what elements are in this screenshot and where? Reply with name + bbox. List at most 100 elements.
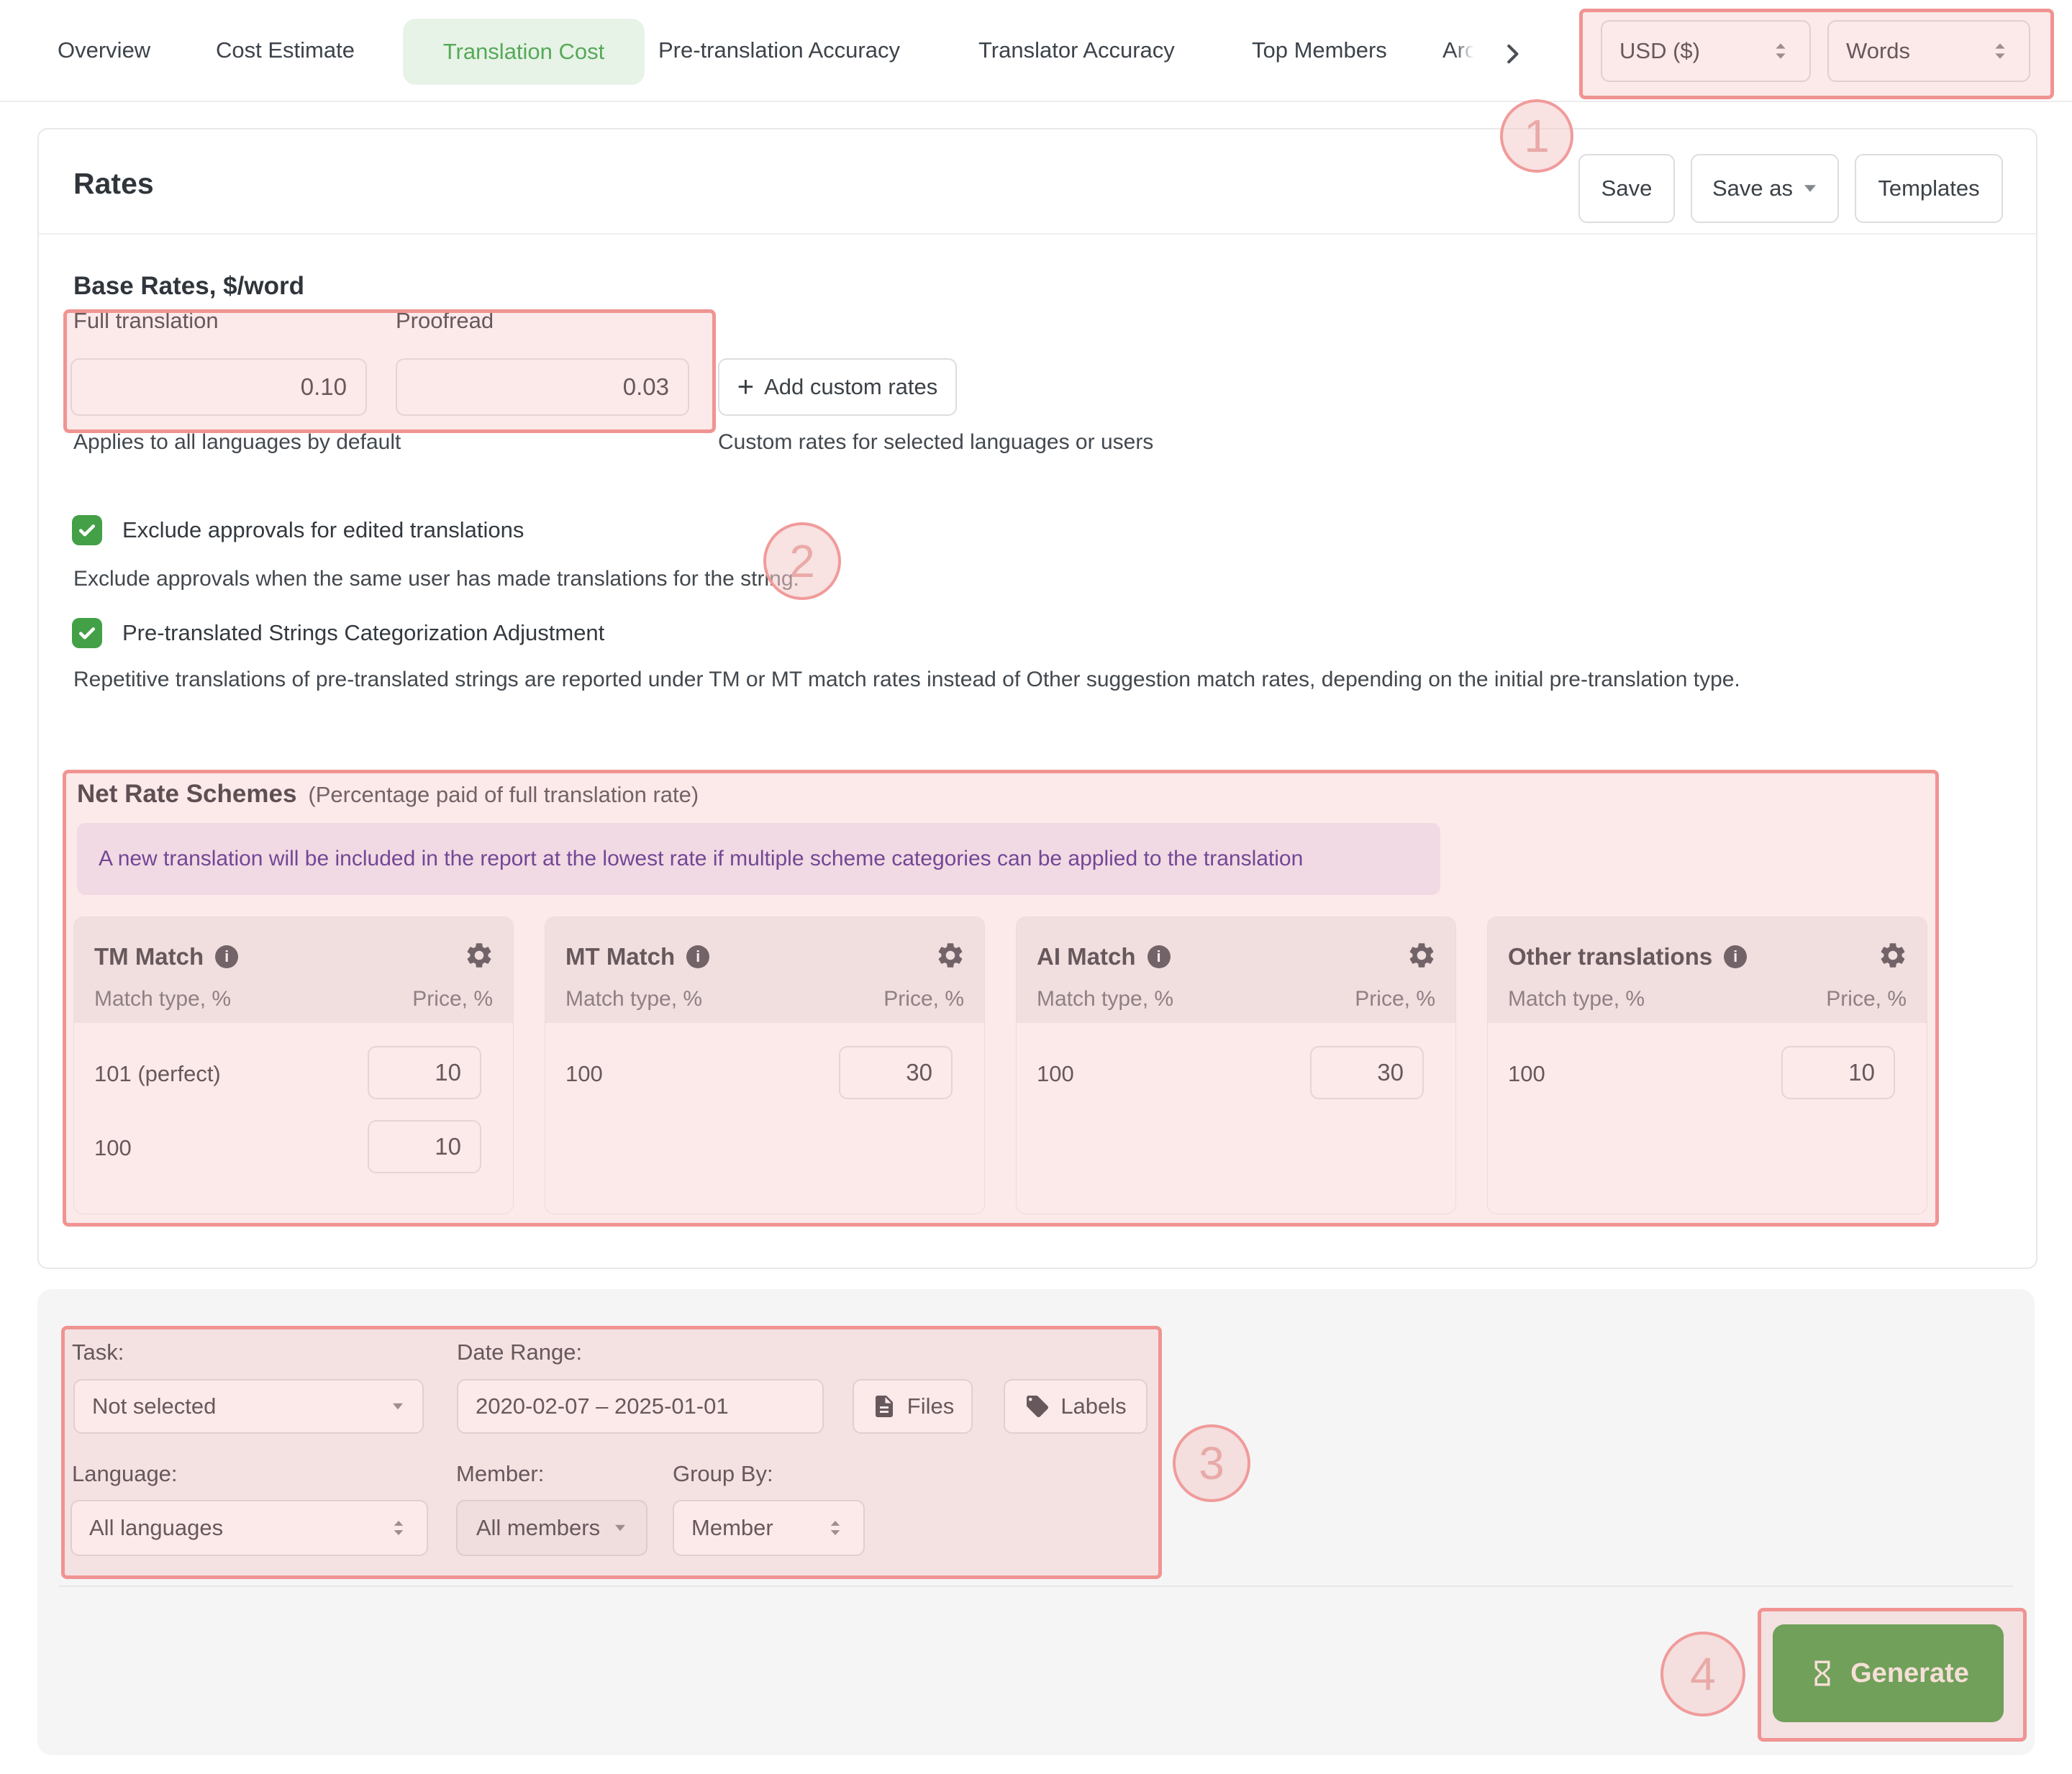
full-translation-rate-input[interactable] — [71, 358, 367, 416]
tab-translator-accuracy[interactable]: Translator Accuracy — [978, 37, 1175, 63]
add-custom-rates-button[interactable]: + Add custom rates — [718, 358, 957, 416]
ai-match-card: AI Match i Match type, % Price, % 100 — [1016, 916, 1456, 1214]
gear-icon[interactable] — [935, 940, 965, 970]
caret-down-icon — [615, 1524, 626, 1532]
gear-icon[interactable] — [464, 940, 494, 970]
check-icon — [76, 519, 98, 541]
ai-row-100-price-input[interactable] — [1310, 1046, 1424, 1099]
exclude-approvals-checkbox[interactable] — [72, 515, 102, 545]
header-divider — [39, 233, 2036, 235]
language-label: Language: — [72, 1461, 178, 1486]
proofread-rate-input[interactable] — [396, 358, 689, 416]
mt-match-card-header — [545, 917, 984, 1023]
mt-match-card: MT Match i Match type, % Price, % 100 — [545, 916, 985, 1214]
ai-match-card-header — [1017, 917, 1455, 1023]
other-translations-card-header — [1488, 917, 1927, 1023]
labels-button[interactable]: Labels — [1004, 1379, 1148, 1434]
mt-match-title: MT Match — [565, 943, 676, 970]
updown-arrows-icon — [824, 1517, 846, 1539]
price-column-header: Price, % — [412, 987, 493, 1011]
tm-row-101-price-input[interactable] — [368, 1046, 481, 1099]
group-by-value: Member — [691, 1515, 773, 1540]
labels-button-label: Labels — [1060, 1393, 1127, 1419]
member-value: All members — [476, 1515, 601, 1540]
tab-overview[interactable]: Overview — [58, 37, 151, 63]
tab-cost-estimate[interactable]: Cost Estimate — [216, 37, 355, 63]
gear-icon[interactable] — [1878, 940, 1908, 970]
ai-row-100-label: 100 — [1037, 1061, 1074, 1086]
unit-select[interactable]: Words — [1827, 20, 2030, 82]
match-type-column-header: Match type, % — [94, 987, 232, 1011]
tm-match-title: TM Match — [94, 943, 204, 970]
unit-value: Words — [1846, 38, 1911, 63]
files-button-label: Files — [906, 1393, 955, 1419]
save-as-button[interactable]: Save as — [1691, 154, 1839, 223]
hourglass-icon — [1807, 1658, 1837, 1688]
chevron-right-icon[interactable] — [1499, 40, 1526, 68]
page-title: Rates — [73, 167, 154, 200]
mt-row-100-price-input[interactable] — [839, 1046, 953, 1099]
base-rates-hint: Applies to all languages by default — [73, 430, 401, 454]
other-row-100-price-input[interactable] — [1781, 1046, 1895, 1099]
exclude-approvals-description: Exclude approvals when the same user has… — [73, 567, 799, 591]
full-translation-label: Full translation — [73, 308, 219, 333]
tm-row-100-price-input[interactable] — [368, 1120, 481, 1173]
language-value: All languages — [89, 1515, 224, 1540]
group-by-select[interactable]: Member — [673, 1500, 865, 1556]
mt-row-100-label: 100 — [565, 1061, 603, 1086]
save-as-button-label: Save as — [1712, 176, 1793, 201]
tab-overflow-truncated[interactable]: Arc — [1442, 37, 1476, 63]
date-range-value: 2020-02-07 – 2025-01-01 — [476, 1393, 729, 1419]
templates-button-label: Templates — [1878, 176, 1980, 201]
rates-panel: Rates Save Save as Templates Base Rates,… — [37, 128, 2037, 1269]
files-button[interactable]: Files — [853, 1379, 973, 1434]
match-type-column-header: Match type, % — [1508, 987, 1645, 1011]
pretranslated-adjustment-label: Pre-translated Strings Categorization Ad… — [122, 620, 605, 645]
tm-row-101-label: 101 (perfect) — [94, 1061, 221, 1086]
currency-value: USD ($) — [1619, 38, 1700, 63]
base-rates-title: Base Rates, $/word — [73, 272, 304, 300]
updown-arrows-icon — [1989, 40, 2012, 63]
info-icon[interactable]: i — [1724, 945, 1748, 968]
tab-pre-translation-accuracy[interactable]: Pre-translation Accuracy — [658, 37, 900, 63]
net-rate-notice-text: A new translation will be included in th… — [99, 847, 1304, 870]
other-translations-card: Other translations i Match type, % Price… — [1487, 916, 1927, 1214]
tab-top-members[interactable]: Top Members — [1252, 37, 1387, 63]
updown-arrows-icon — [388, 1517, 409, 1539]
match-type-column-header: Match type, % — [565, 987, 703, 1011]
generate-button[interactable]: Generate — [1773, 1624, 2004, 1722]
group-by-label: Group By: — [673, 1461, 773, 1486]
net-rate-schemes-title: Net Rate Schemes — [77, 780, 297, 808]
generate-button-label: Generate — [1850, 1657, 1969, 1688]
currency-select[interactable]: USD ($) — [1601, 20, 1811, 82]
pretranslated-adjustment-description: Repetitive translations of pre-translate… — [73, 668, 1740, 691]
gear-icon[interactable] — [1407, 940, 1437, 970]
net-rate-schemes-subtitle: (Percentage paid of full translation rat… — [308, 782, 699, 807]
updown-arrows-icon — [1769, 40, 1792, 63]
info-icon[interactable]: i — [1147, 945, 1171, 968]
panel-divider — [59, 1586, 2013, 1587]
language-select[interactable]: All languages — [71, 1500, 428, 1556]
tm-match-card: TM Match i Match type, % Price, % 101 (p… — [73, 916, 514, 1214]
plus-icon: + — [737, 371, 755, 403]
caret-down-icon — [393, 1403, 403, 1410]
info-icon[interactable]: i — [686, 945, 710, 968]
add-custom-rates-label: Add custom rates — [764, 374, 938, 399]
task-select[interactable]: Not selected — [73, 1379, 424, 1434]
date-range-input[interactable]: 2020-02-07 – 2025-01-01 — [457, 1379, 824, 1434]
other-row-100-label: 100 — [1508, 1061, 1545, 1086]
save-button[interactable]: Save — [1578, 154, 1675, 223]
info-icon[interactable]: i — [215, 945, 239, 968]
top-nav: Overview Cost Estimate Translation Cost … — [0, 0, 2072, 102]
check-icon — [76, 622, 98, 644]
file-icon — [871, 1393, 897, 1419]
templates-button[interactable]: Templates — [1855, 154, 2003, 223]
member-select[interactable]: All members — [456, 1500, 648, 1556]
tab-translation-cost-active[interactable]: Translation Cost — [403, 19, 645, 85]
task-label: Task: — [72, 1339, 124, 1365]
exclude-approvals-label: Exclude approvals for edited translation… — [122, 517, 524, 542]
member-label: Member: — [456, 1461, 545, 1486]
pretranslated-adjustment-checkbox[interactable] — [72, 618, 102, 648]
tag-icon — [1024, 1393, 1050, 1419]
